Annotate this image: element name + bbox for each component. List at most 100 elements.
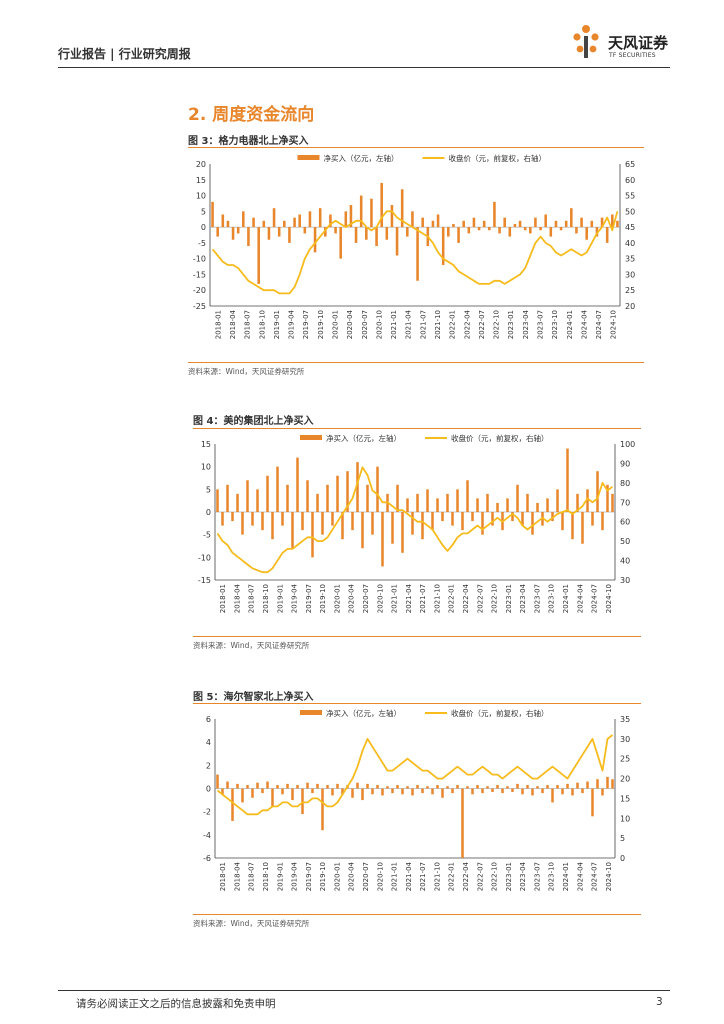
y-right-tick-label: 30 [620, 576, 630, 585]
net-buy-bar [616, 220, 619, 228]
x-tick-label: 2020-10 [375, 310, 383, 339]
y-right-tick-label: 50 [620, 537, 630, 546]
net-buy-bar [486, 493, 489, 512]
net-buy-bar [316, 783, 319, 789]
net-buy-bar [231, 512, 234, 522]
net-buy-bar [276, 785, 279, 789]
net-buy-bar [341, 788, 344, 795]
net-buy-bar [575, 227, 578, 234]
x-tick-label: 2021-10 [433, 584, 441, 613]
x-tick-label: 2024-04 [576, 583, 584, 613]
net-buy-bar [481, 788, 484, 794]
figure-4-source: 资料来源：Wind，天风证券研究所 [193, 641, 310, 650]
net-buy-bar [436, 785, 439, 789]
y-right-tick-label: 15 [620, 794, 630, 803]
figure-4-top-rule [193, 428, 641, 429]
net-buy-bar [466, 480, 469, 512]
net-buy-bar [591, 788, 594, 817]
y-left-tick-label: 15 [196, 176, 206, 185]
x-tick-label: 2021-07 [419, 584, 427, 613]
x-tick-label: 2018-10 [258, 310, 266, 339]
legend-net-label: 净买入（亿元，左轴） [324, 153, 399, 163]
net-buy-bar [226, 484, 229, 512]
y-left-tick-label: 2 [206, 761, 211, 770]
net-buy-bar [576, 493, 579, 512]
x-tick-label: 2024-01 [562, 862, 570, 891]
net-buy-bar [356, 462, 359, 512]
y-right-tick-label: 25 [620, 755, 630, 764]
net-buy-bar [301, 512, 304, 531]
x-tick-label: 2022-07 [478, 310, 486, 339]
net-buy-bar [451, 788, 454, 794]
section-title: 2. 周度资金流向 [188, 105, 315, 125]
net-buy-bar [380, 182, 383, 228]
net-buy-bar [564, 220, 568, 228]
net-buy-bar [267, 227, 271, 240]
net-buy-bar [531, 788, 534, 796]
x-tick-label: 2023-04 [522, 309, 530, 339]
net-buy-bar [441, 512, 444, 522]
net-buy-bar [571, 788, 574, 796]
net-buy-bar [551, 788, 554, 803]
net-buy-bar [395, 227, 399, 256]
y-left-tick-label: 4 [206, 738, 211, 747]
y-left-tick-label: 0 [201, 223, 206, 232]
net-buy-bar [326, 484, 329, 512]
x-tick-label: 2020-07 [362, 584, 370, 613]
net-buy-bar [370, 198, 373, 228]
x-tick-label: 2018-04 [233, 583, 241, 613]
net-buy-bar [446, 786, 449, 789]
y-left-tick-label: 15 [201, 440, 211, 449]
x-tick-label: 2022-10 [491, 862, 499, 891]
x-tick-label: 2024-10 [610, 310, 618, 339]
net-buy-bar [396, 785, 399, 789]
net-buy-bar [291, 512, 294, 549]
net-buy-bar [321, 512, 324, 535]
net-buy-bar [391, 512, 394, 544]
net-buy-bar [385, 227, 389, 240]
x-tick-label: 2019-01 [276, 584, 284, 613]
y-left-tick-label: 0 [206, 785, 211, 794]
net-buy-bar [211, 201, 214, 228]
net-buy-bar [496, 502, 499, 512]
x-tick-label: 2019-10 [319, 862, 327, 891]
x-tick-label: 2021-07 [419, 310, 427, 339]
x-tick-label: 2022-01 [448, 862, 456, 891]
net-buy-bar [534, 217, 537, 228]
net-buy-bar [361, 512, 364, 549]
net-buy-bar [324, 227, 327, 237]
x-tick-label: 2019-07 [302, 310, 310, 339]
x-tick-label: 2024-04 [576, 861, 584, 891]
net-buy-bar [498, 227, 501, 234]
net-buy-bar [431, 512, 434, 531]
net-buy-bar [329, 214, 332, 228]
net-buy-bar [261, 512, 264, 531]
y-left-tick-label: -5 [198, 239, 206, 248]
x-tick-label: 2018-07 [248, 862, 256, 891]
x-tick-label: 2021-10 [433, 862, 441, 891]
net-buy-bar [431, 220, 435, 228]
x-tick-label: 2018-07 [244, 310, 252, 339]
net-buy-bar [286, 783, 289, 789]
x-tick-label: 2021-04 [405, 861, 413, 891]
y-right-tick-label: 30 [625, 270, 635, 279]
net-buy-bar [266, 475, 269, 512]
net-buy-bar [400, 189, 404, 228]
x-tick-label: 2018-10 [262, 862, 270, 891]
net-buy-bar [526, 785, 529, 789]
figure-3-source: 资料来源：Wind，天风证券研究所 [188, 367, 305, 376]
net-buy-bar [281, 512, 284, 526]
net-buy-bar [401, 788, 404, 795]
y-right-tick-label: 45 [625, 223, 635, 232]
net-buy-bar [549, 227, 553, 237]
x-tick-label: 2021-04 [405, 583, 413, 613]
x-tick-label: 2019-10 [317, 310, 325, 339]
net-buy-bar [271, 512, 274, 540]
net-buy-bar [288, 227, 291, 243]
net-buy-bar [556, 489, 559, 512]
chart-1-svg: 净买入（亿元，左轴） 收盘价（元，前复权，右轴）151050-5-10-15100… [198, 433, 635, 613]
net-buy-bar [216, 774, 219, 789]
net-buy-bar [262, 220, 266, 228]
net-buy-bar [391, 788, 394, 794]
legend-net-swatch [297, 155, 320, 160]
